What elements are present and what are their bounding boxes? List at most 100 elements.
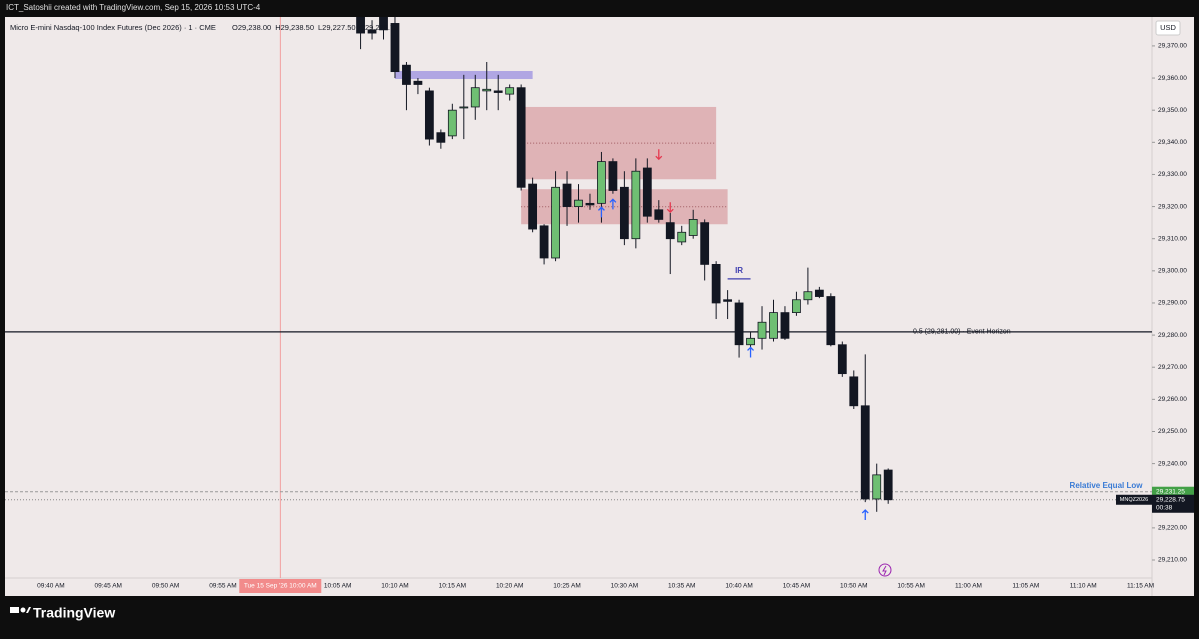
countdown: 00:38: [1156, 504, 1173, 511]
y-tick-label: 29,330.00: [1158, 171, 1187, 178]
candle-body: [562, 183, 572, 207]
candle-body: [539, 225, 549, 259]
candle-body: [436, 132, 446, 143]
symbol: MNQZ2026: [1120, 497, 1148, 503]
ir-label: IR: [735, 266, 743, 275]
arrow: [609, 198, 617, 210]
candle-body: [619, 186, 629, 240]
x-tick-label: 11:15 AM: [1127, 583, 1154, 590]
x-tick-label: 09:55 AM: [209, 583, 236, 590]
equal-low-badge: [1152, 486, 1194, 497]
symbol-badge: [1116, 494, 1152, 505]
y-tick-label: 29,250.00: [1158, 428, 1187, 435]
chart-title: Micro E-mini Nasdaq-100 Index Futures (D…: [10, 23, 216, 32]
credit: ICT_Satoshii created with TradingView.co…: [6, 3, 261, 12]
candle-body: [379, 17, 388, 31]
equal-low-label: Relative Equal Low: [1070, 481, 1144, 490]
candle-body: [402, 64, 411, 85]
candle-body: [826, 296, 836, 346]
candle-body: [769, 312, 778, 339]
candle-body: [447, 109, 457, 137]
candle-body: [792, 299, 801, 314]
x-tick-label: 10:10 AM: [381, 583, 408, 590]
candle-body: [860, 405, 870, 500]
candle-body: [551, 186, 560, 259]
last-price: 29,228.75: [1156, 496, 1185, 503]
candle-body: [608, 161, 618, 191]
y-tick-label: 29,350.00: [1158, 107, 1187, 114]
candle-body: [780, 312, 790, 339]
candle-body: [711, 264, 721, 304]
y-tick-label: 29,320.00: [1158, 203, 1187, 210]
candle-body: [482, 88, 492, 92]
candle-body: [849, 376, 859, 407]
y-tick-label: 29,340.00: [1158, 139, 1187, 146]
ohlc-label: H29,238.50: [275, 23, 314, 32]
x-tick-label: 09:45 AM: [94, 583, 121, 590]
y-tick-label: 29,360.00: [1158, 75, 1187, 82]
currency-box: [1155, 20, 1181, 36]
crosshair-label: Tue 15 Sep '26 10:00 AM: [244, 583, 317, 590]
candle-body: [390, 23, 400, 73]
last-price-badge: [1152, 494, 1194, 513]
candle-body: [585, 202, 595, 206]
x-tick-label: 10:55 AM: [897, 583, 924, 590]
y-tick-label: 29,280.00: [1158, 332, 1187, 339]
candle-body: [723, 299, 733, 302]
y-tick-label: 29,290.00: [1158, 300, 1187, 307]
logo: [10, 607, 31, 613]
plot-area: [5, 17, 1152, 578]
currency: USD: [1160, 23, 1176, 32]
y-tick-label: 29,370.00: [1158, 43, 1187, 50]
candle-body: [688, 219, 698, 236]
x-tick-label: 11:00 AM: [955, 583, 982, 590]
x-tick-label: 10:25 AM: [553, 583, 580, 590]
candle-body: [803, 291, 813, 301]
candle-body: [746, 337, 755, 346]
x-tick-label: 11:05 AM: [1012, 583, 1039, 590]
candle-body: [665, 222, 675, 240]
y-tick-label: 29,310.00: [1158, 235, 1187, 242]
candle-body: [493, 90, 503, 93]
ohlc-label: C29,228.75: [360, 23, 399, 32]
candle-body: [367, 29, 377, 34]
lightning-icon: [878, 563, 892, 577]
candle-body: [883, 469, 893, 501]
x-tick-label: 11:10 AM: [1070, 583, 1097, 590]
x-tick-label: 10:45 AM: [783, 583, 810, 590]
candle-body: [700, 222, 710, 265]
y-tick-label: 29,220.00: [1158, 525, 1187, 532]
x-tick-label: 10:35 AM: [668, 583, 695, 590]
x-tick-label: 10:30 AM: [611, 583, 638, 590]
x-tick-label: 10:05 AM: [324, 583, 351, 590]
candle-body: [814, 289, 824, 297]
ohlc-label: O29,238.00: [232, 23, 271, 32]
candle-body: [734, 302, 744, 346]
crosshair-badge: [239, 579, 322, 593]
arrow: [861, 509, 869, 521]
y-tick-label: 29,300.00: [1158, 268, 1187, 275]
y-tick-label: 29,210.00: [1158, 557, 1187, 564]
candle-body: [528, 183, 538, 230]
candle-body: [837, 344, 847, 375]
candle-body: [356, 17, 365, 34]
y-tick-label: 29,260.00: [1158, 396, 1187, 403]
x-tick-label: 10:20 AM: [496, 583, 523, 590]
candle-body: [597, 161, 606, 204]
candle-body: [872, 474, 882, 500]
x-tick-label: 10:50 AM: [840, 583, 867, 590]
candle-body: [654, 209, 664, 220]
candle-body: [424, 90, 434, 140]
x-tick-label: 10:40 AM: [725, 583, 752, 590]
brand: TradingView: [33, 605, 115, 621]
candle-body: [516, 87, 526, 188]
candle-body: [642, 167, 652, 217]
arrow: [666, 202, 674, 214]
candle-body: [574, 199, 583, 207]
candle-body: [677, 231, 687, 243]
x-tick-label: 10:15 AM: [439, 583, 466, 590]
equal-low-price: 29,231.25: [1156, 488, 1185, 495]
x-tick-label: 09:40 AM: [37, 583, 64, 590]
chart-panel: [5, 17, 1194, 596]
